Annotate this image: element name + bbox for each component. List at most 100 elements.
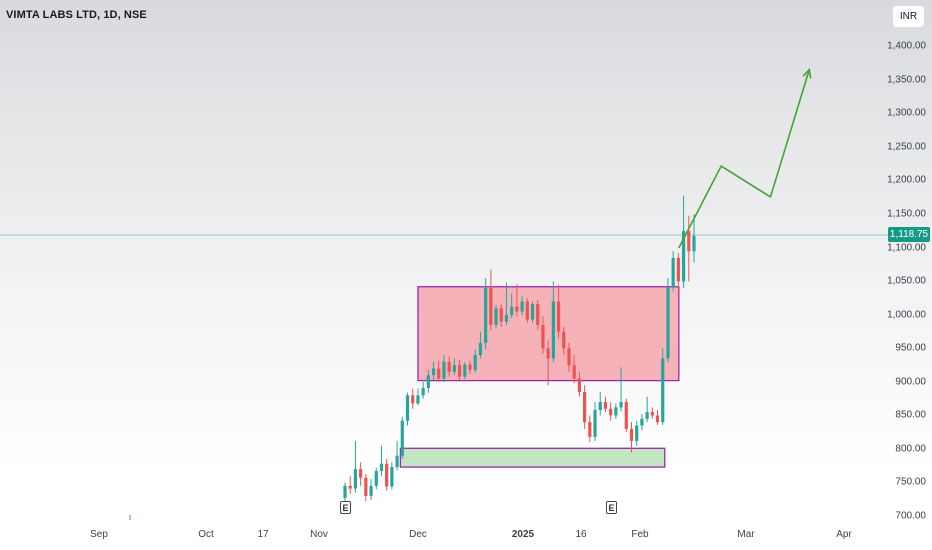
candle-body bbox=[447, 361, 451, 372]
candle-body bbox=[567, 348, 571, 366]
y-tick-label: 950.00 bbox=[895, 342, 926, 354]
candle-body bbox=[504, 314, 509, 322]
candle-body bbox=[629, 428, 634, 441]
candle-body bbox=[603, 402, 608, 409]
candle-body bbox=[421, 387, 425, 396]
earnings-event-marker[interactable]: E bbox=[606, 501, 617, 514]
x-tick-label: Feb bbox=[631, 529, 649, 540]
candle-body bbox=[457, 365, 462, 377]
x-tick-label: 17 bbox=[257, 529, 269, 540]
candle-body bbox=[442, 361, 446, 379]
y-tick-label: 1,300.00 bbox=[887, 107, 926, 119]
candle-body bbox=[624, 402, 628, 429]
x-tick-label: 16 bbox=[575, 529, 587, 540]
candle-body bbox=[369, 485, 373, 496]
chart-title: VIMTA LABS LTD, 1D, NSE bbox=[6, 9, 147, 21]
candle-body bbox=[426, 375, 430, 388]
y-tick-label: 850.00 bbox=[895, 409, 926, 421]
y-tick-label: 700.00 bbox=[895, 510, 926, 522]
candle-body bbox=[395, 455, 399, 468]
y-tick-label: 1,050.00 bbox=[887, 275, 926, 287]
candle-body bbox=[405, 395, 410, 421]
earnings-event-marker[interactable]: E bbox=[340, 501, 351, 514]
candle-body bbox=[583, 391, 587, 423]
candle-body bbox=[645, 412, 649, 419]
candle-body bbox=[478, 343, 483, 356]
candle-body bbox=[473, 355, 477, 370]
candle-body bbox=[353, 469, 358, 489]
candle-body bbox=[536, 304, 540, 325]
candle-body bbox=[551, 301, 555, 359]
projection-line bbox=[678, 69, 811, 249]
candle-body bbox=[468, 364, 472, 370]
x-tick-label: Nov bbox=[310, 529, 328, 540]
candle-body bbox=[541, 324, 545, 349]
candle-body bbox=[364, 477, 368, 496]
candle-body bbox=[572, 365, 576, 379]
candle-body bbox=[515, 306, 519, 312]
candle-body bbox=[671, 257, 675, 287]
candle-body bbox=[655, 415, 660, 423]
candle-body bbox=[556, 301, 561, 332]
candle-body bbox=[692, 235, 696, 252]
y-tick-label: 800.00 bbox=[895, 443, 926, 455]
candle-body bbox=[614, 407, 618, 416]
last-price-badge: 1,118.75 bbox=[888, 227, 930, 242]
candle-body bbox=[687, 231, 691, 252]
candle-body bbox=[661, 358, 665, 423]
x-tick-label: Apr bbox=[836, 529, 852, 540]
candle-body bbox=[411, 395, 415, 404]
candle-body bbox=[666, 286, 670, 359]
y-tick-label: 1,250.00 bbox=[887, 141, 926, 153]
candle-body bbox=[452, 365, 456, 372]
candle-body bbox=[499, 308, 503, 322]
y-tick-label: 1,200.00 bbox=[887, 174, 926, 186]
candle-body bbox=[577, 378, 582, 392]
candle-body bbox=[489, 288, 493, 325]
candle-body bbox=[359, 469, 363, 478]
y-tick-label: 1,400.00 bbox=[887, 40, 926, 52]
y-tick-label: 900.00 bbox=[895, 376, 926, 388]
candle-body bbox=[562, 331, 566, 349]
candle-body bbox=[525, 301, 529, 320]
candle-body bbox=[463, 364, 467, 377]
x-tick-label: Sep bbox=[90, 529, 108, 540]
y-tick-label: 1,150.00 bbox=[887, 208, 926, 220]
candle-body bbox=[546, 348, 550, 359]
candle-body bbox=[609, 408, 613, 416]
candle-body bbox=[520, 301, 524, 312]
candle-body bbox=[650, 412, 654, 416]
candle-body bbox=[494, 308, 498, 325]
candle-body bbox=[619, 402, 623, 408]
candle-body bbox=[431, 368, 436, 376]
y-tick-label: 1,000.00 bbox=[887, 309, 926, 321]
candle-body bbox=[437, 368, 441, 379]
candle-body bbox=[640, 418, 644, 426]
candle-body bbox=[385, 463, 389, 487]
x-tick-label: Mar bbox=[737, 529, 755, 540]
candle-body bbox=[598, 402, 602, 411]
candle-body bbox=[343, 485, 347, 498]
candle-body bbox=[390, 467, 394, 487]
candle-body bbox=[379, 463, 384, 472]
candle-body bbox=[348, 485, 352, 489]
projection-arrowhead bbox=[802, 67, 812, 79]
candle-body bbox=[374, 471, 378, 486]
candle-body bbox=[484, 288, 488, 344]
candle-body bbox=[593, 410, 597, 437]
candle-body bbox=[400, 420, 404, 456]
currency-button[interactable]: INR bbox=[892, 5, 925, 28]
support-zone bbox=[399, 447, 666, 468]
x-tick-label: Dec bbox=[409, 529, 427, 540]
candle-body bbox=[681, 231, 686, 282]
y-tick-label: 1,100.00 bbox=[887, 242, 926, 254]
candle-body bbox=[530, 304, 535, 320]
candle-body bbox=[635, 425, 639, 441]
candle-body bbox=[416, 395, 420, 404]
y-tick-label: 1,350.00 bbox=[887, 74, 926, 86]
candle-body bbox=[676, 257, 680, 282]
y-tick-label: 750.00 bbox=[895, 476, 926, 488]
x-tick-label: 2025 bbox=[511, 529, 535, 540]
candle-body bbox=[510, 306, 514, 315]
